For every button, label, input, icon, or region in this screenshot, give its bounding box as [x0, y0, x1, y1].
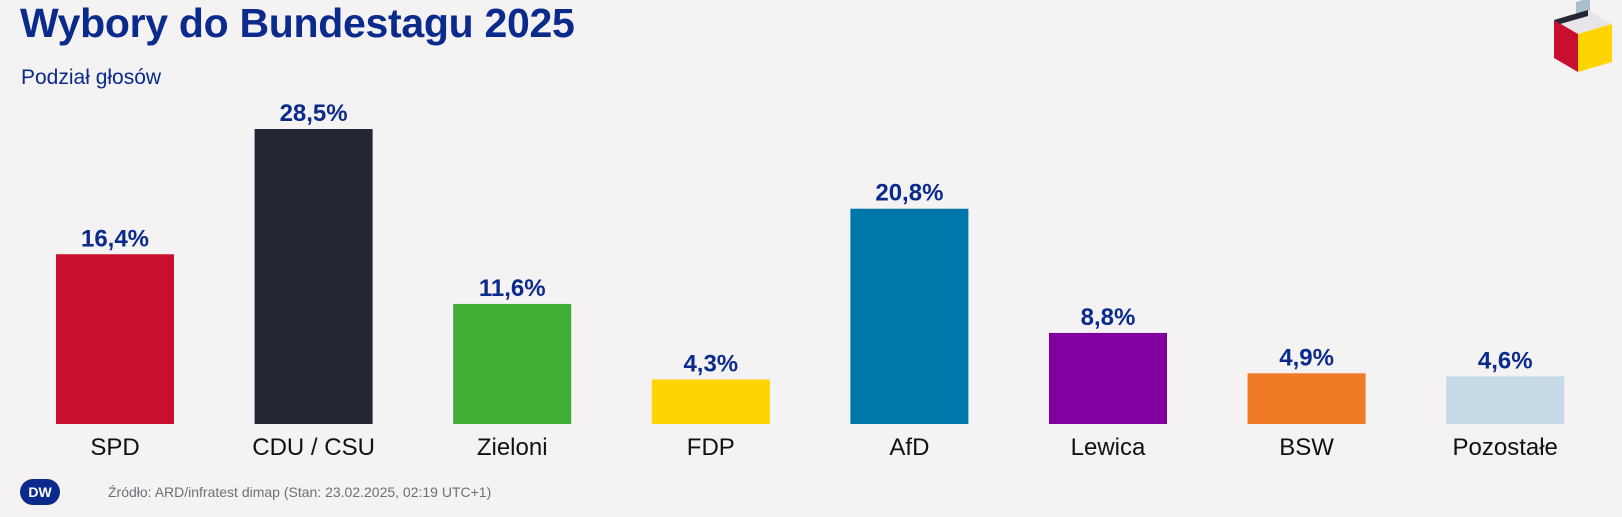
bar-zieloni [453, 303, 572, 424]
data-label: 4,3% [683, 350, 738, 377]
source-note: Źródło: ARD/infratest dimap (Stan: 23.02… [108, 484, 492, 500]
bar-cdu-csu [254, 129, 373, 424]
data-label: 28,5% [280, 100, 348, 127]
bar-chart: 16,4% SPD 28,5% CDU / CSU 11,6% Zieloni 4,3% FD… [56, 100, 1565, 461]
bar-bsw [1247, 373, 1366, 424]
dw-logo: DW [20, 479, 60, 505]
data-label: 16,4% [81, 225, 149, 252]
bar-fdp [651, 379, 770, 424]
category-label: Lewica [1071, 434, 1146, 461]
category-label: SPD [90, 434, 139, 461]
category-label: FDP [687, 434, 735, 461]
bar-lewica [1049, 332, 1167, 424]
chart-subtitle: Podział głosów [21, 66, 162, 89]
category-label: Pozostałe [1452, 434, 1557, 461]
bar-spd [56, 254, 174, 424]
data-label: 11,6% [479, 275, 546, 302]
category-label: AfD [889, 434, 929, 461]
ballot-box-left-face [1554, 20, 1578, 72]
data-label: 4,6% [1478, 347, 1533, 374]
ballot-box-icon [1554, 0, 1612, 72]
data-label: 8,8% [1081, 304, 1136, 331]
ballot-box-top-edge [1554, 10, 1588, 24]
data-label: 20,8% [875, 180, 943, 207]
data-label: 4,9% [1279, 344, 1334, 371]
category-label: Zieloni [477, 434, 548, 461]
category-label: BSW [1279, 434, 1334, 461]
bar-pozostałe [1446, 376, 1565, 424]
ballot-box-right-face [1578, 24, 1612, 72]
chart-title: Wybory do Bundestagu 2025 [20, 0, 575, 46]
category-label: CDU / CSU [252, 434, 375, 461]
bar-afd [850, 208, 969, 424]
